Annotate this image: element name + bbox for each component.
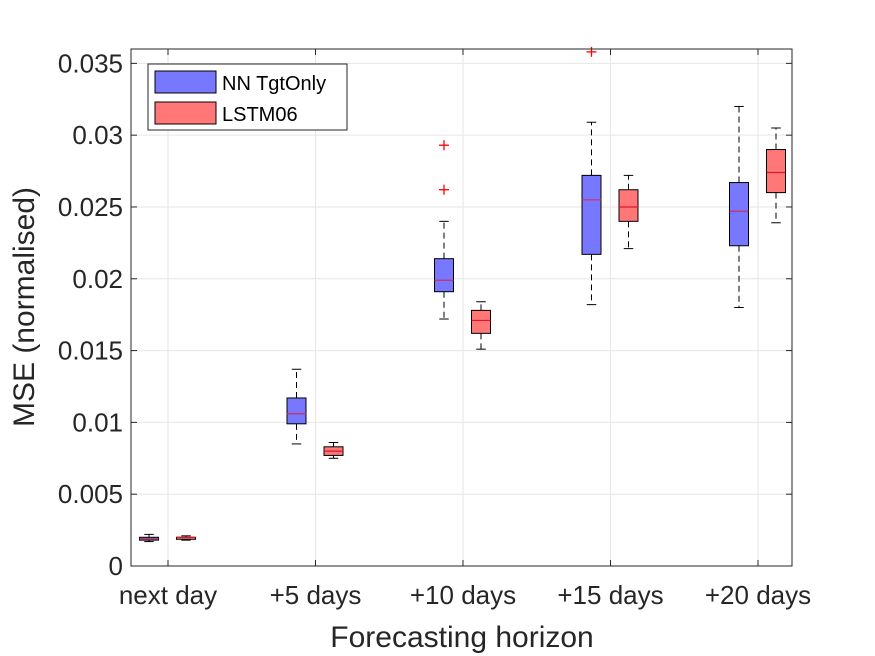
y-axis-title: MSE (normalised): [8, 187, 41, 427]
legend-swatch-lstm06: [154, 101, 217, 125]
box-iqr: [434, 258, 454, 293]
grid-lines: [131, 49, 792, 567]
y-tick-label: 0.01: [72, 407, 123, 437]
x-tick-label: +15 days: [557, 580, 663, 610]
y-tick-label: 0.005: [58, 479, 123, 509]
boxes-layer: [139, 46, 786, 543]
y-tick-label: 0: [109, 551, 123, 581]
plot-frame: [130, 48, 793, 567]
y-tick-label: 0.015: [58, 336, 123, 366]
box-iqr: [286, 397, 307, 425]
x-axis-title: Forecasting horizon: [330, 621, 593, 654]
legend: NN TgtOnly LSTM06: [147, 63, 348, 131]
box-iqr: [471, 309, 491, 334]
box-iqr: [581, 174, 602, 255]
axis-layer: 0 0.005 0.01 0.015 0.02 0.025 0.03 0.035 next da…: [58, 48, 811, 610]
box-lstm06-4: [766, 127, 786, 224]
x-tick-label: +10 days: [410, 580, 516, 610]
y-tick-label: 0.025: [58, 192, 123, 222]
legend-swatch-nn-tgtonly: [154, 70, 217, 94]
x-tick-label: +20 days: [705, 580, 811, 610]
legend-label-lstm06: LSTM06: [222, 104, 298, 126]
box-iqr: [618, 189, 639, 222]
x-tick-label: +5 days: [270, 580, 362, 610]
legend-label-nn-tgtonly: NN TgtOnly: [222, 73, 326, 95]
box-iqr: [729, 182, 749, 247]
y-tick-label: 0.02: [72, 264, 123, 294]
box-lstm06-2: [471, 301, 491, 350]
box-nn-tgtonly-1: [286, 368, 307, 445]
box-nn-tgtonly-2: [434, 140, 454, 320]
y-tick-label: 0.03: [72, 120, 123, 150]
box-iqr: [766, 149, 786, 194]
box-lstm06-1: [323, 441, 344, 459]
box-lstm06-0: [176, 535, 196, 541]
x-tick-label: next day: [119, 580, 217, 610]
box-nn-tgtonly-4: [729, 105, 749, 308]
box-nn-tgtonly-3: [581, 46, 602, 306]
box-nn-tgtonly-0: [139, 533, 159, 543]
y-tick-label: 0.035: [58, 48, 123, 78]
box-lstm06-3: [618, 174, 639, 250]
